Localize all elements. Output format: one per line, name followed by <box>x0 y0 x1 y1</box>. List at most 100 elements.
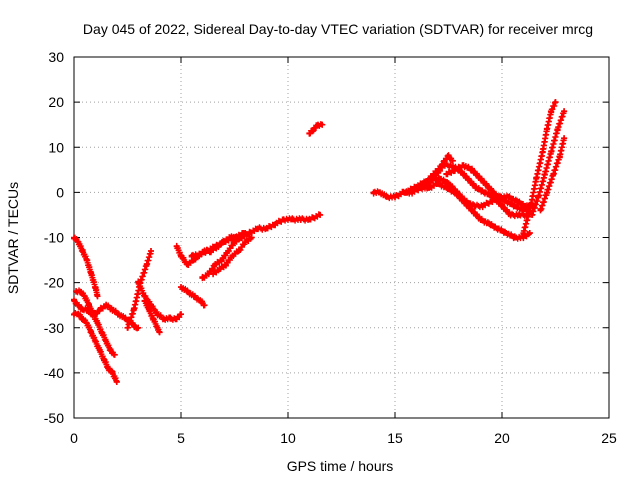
data-point <box>503 198 510 205</box>
data-point <box>310 126 317 133</box>
data-point <box>154 324 161 331</box>
data-point <box>96 306 103 313</box>
data-point <box>83 257 90 264</box>
data-point <box>297 216 304 223</box>
data-point <box>111 351 118 358</box>
y-tick-label: 0 <box>56 184 64 200</box>
data-point <box>184 288 191 295</box>
data-point <box>554 126 561 133</box>
series-track-17 <box>424 152 456 192</box>
data-point <box>216 266 223 273</box>
data-point <box>370 189 377 196</box>
data-point <box>88 329 95 336</box>
data-point <box>499 202 505 209</box>
data-point <box>548 108 555 115</box>
data-point <box>529 211 535 218</box>
data-point <box>130 306 137 313</box>
data-point <box>479 202 486 209</box>
data-point <box>548 148 555 155</box>
data-point <box>167 315 174 322</box>
series-track-13 <box>306 121 326 137</box>
data-point <box>79 315 86 322</box>
data-point <box>443 171 450 178</box>
data-point <box>77 288 84 295</box>
data-point <box>201 302 208 309</box>
data-point <box>477 216 484 223</box>
data-point <box>103 338 110 345</box>
tick-layer: 0 5 10 15 20 25 -50 -40 -30 -20 -10 0 10 20 30 <box>44 49 617 446</box>
data-point <box>178 284 184 291</box>
x-tick-label: 0 <box>70 430 78 446</box>
data-point <box>449 157 456 164</box>
data-point <box>451 166 458 173</box>
data-point <box>98 329 105 336</box>
data-point <box>520 230 527 236</box>
data-point <box>248 234 255 241</box>
series-track-21 <box>537 135 568 214</box>
data-point <box>377 189 383 196</box>
data-point <box>113 378 120 385</box>
data-marks <box>71 99 568 385</box>
data-point <box>197 297 204 304</box>
data-point <box>115 311 122 318</box>
data-point <box>143 261 150 268</box>
y-tick-label: 20 <box>48 94 64 110</box>
data-point <box>402 189 409 196</box>
data-point <box>154 311 161 318</box>
data-point <box>135 324 142 331</box>
data-point <box>289 216 296 223</box>
x-tick-label: 15 <box>387 430 403 446</box>
data-point <box>494 193 501 200</box>
data-point <box>88 270 95 277</box>
data-point <box>469 166 475 173</box>
series-track-12 <box>210 234 255 278</box>
data-point <box>541 171 548 178</box>
data-point <box>526 207 533 214</box>
data-point <box>101 356 107 363</box>
series-track-11 <box>199 230 249 282</box>
data-point <box>229 252 236 259</box>
data-point <box>280 216 287 223</box>
data-point <box>231 239 238 245</box>
data-point <box>220 239 227 245</box>
data-point <box>203 248 210 254</box>
data-point <box>103 302 110 309</box>
data-point <box>184 261 191 268</box>
y-tick-label: -40 <box>44 365 64 381</box>
data-point <box>511 234 518 241</box>
x-tick-label: 20 <box>494 430 510 446</box>
data-point <box>473 184 480 191</box>
data-point <box>81 293 88 300</box>
data-point <box>460 162 467 169</box>
data-point <box>71 234 77 241</box>
data-point <box>503 230 510 236</box>
data-point <box>86 302 92 309</box>
data-point <box>237 234 244 241</box>
data-point <box>178 252 184 259</box>
data-point <box>383 193 390 200</box>
x-tick-label: 10 <box>280 430 296 446</box>
data-point <box>156 329 163 336</box>
data-point <box>441 157 448 164</box>
data-point <box>96 347 103 354</box>
data-point <box>92 338 99 345</box>
y-tick-label: 30 <box>48 49 64 65</box>
data-point <box>481 189 488 196</box>
data-point <box>454 189 461 196</box>
data-point <box>445 153 452 160</box>
data-point <box>539 148 546 155</box>
data-point <box>543 126 550 133</box>
data-point <box>477 175 484 182</box>
data-point <box>535 193 542 200</box>
y-tick-label: -30 <box>44 320 64 336</box>
data-point <box>173 243 180 250</box>
series-track-6 <box>135 278 184 323</box>
data-point <box>90 311 97 318</box>
data-point <box>92 284 99 291</box>
data-point <box>306 130 313 137</box>
series-track-4 <box>71 234 101 300</box>
grid-layer <box>74 57 609 418</box>
data-point <box>222 261 229 268</box>
y-axis-label: SDTVAR / TECUs <box>5 182 21 294</box>
